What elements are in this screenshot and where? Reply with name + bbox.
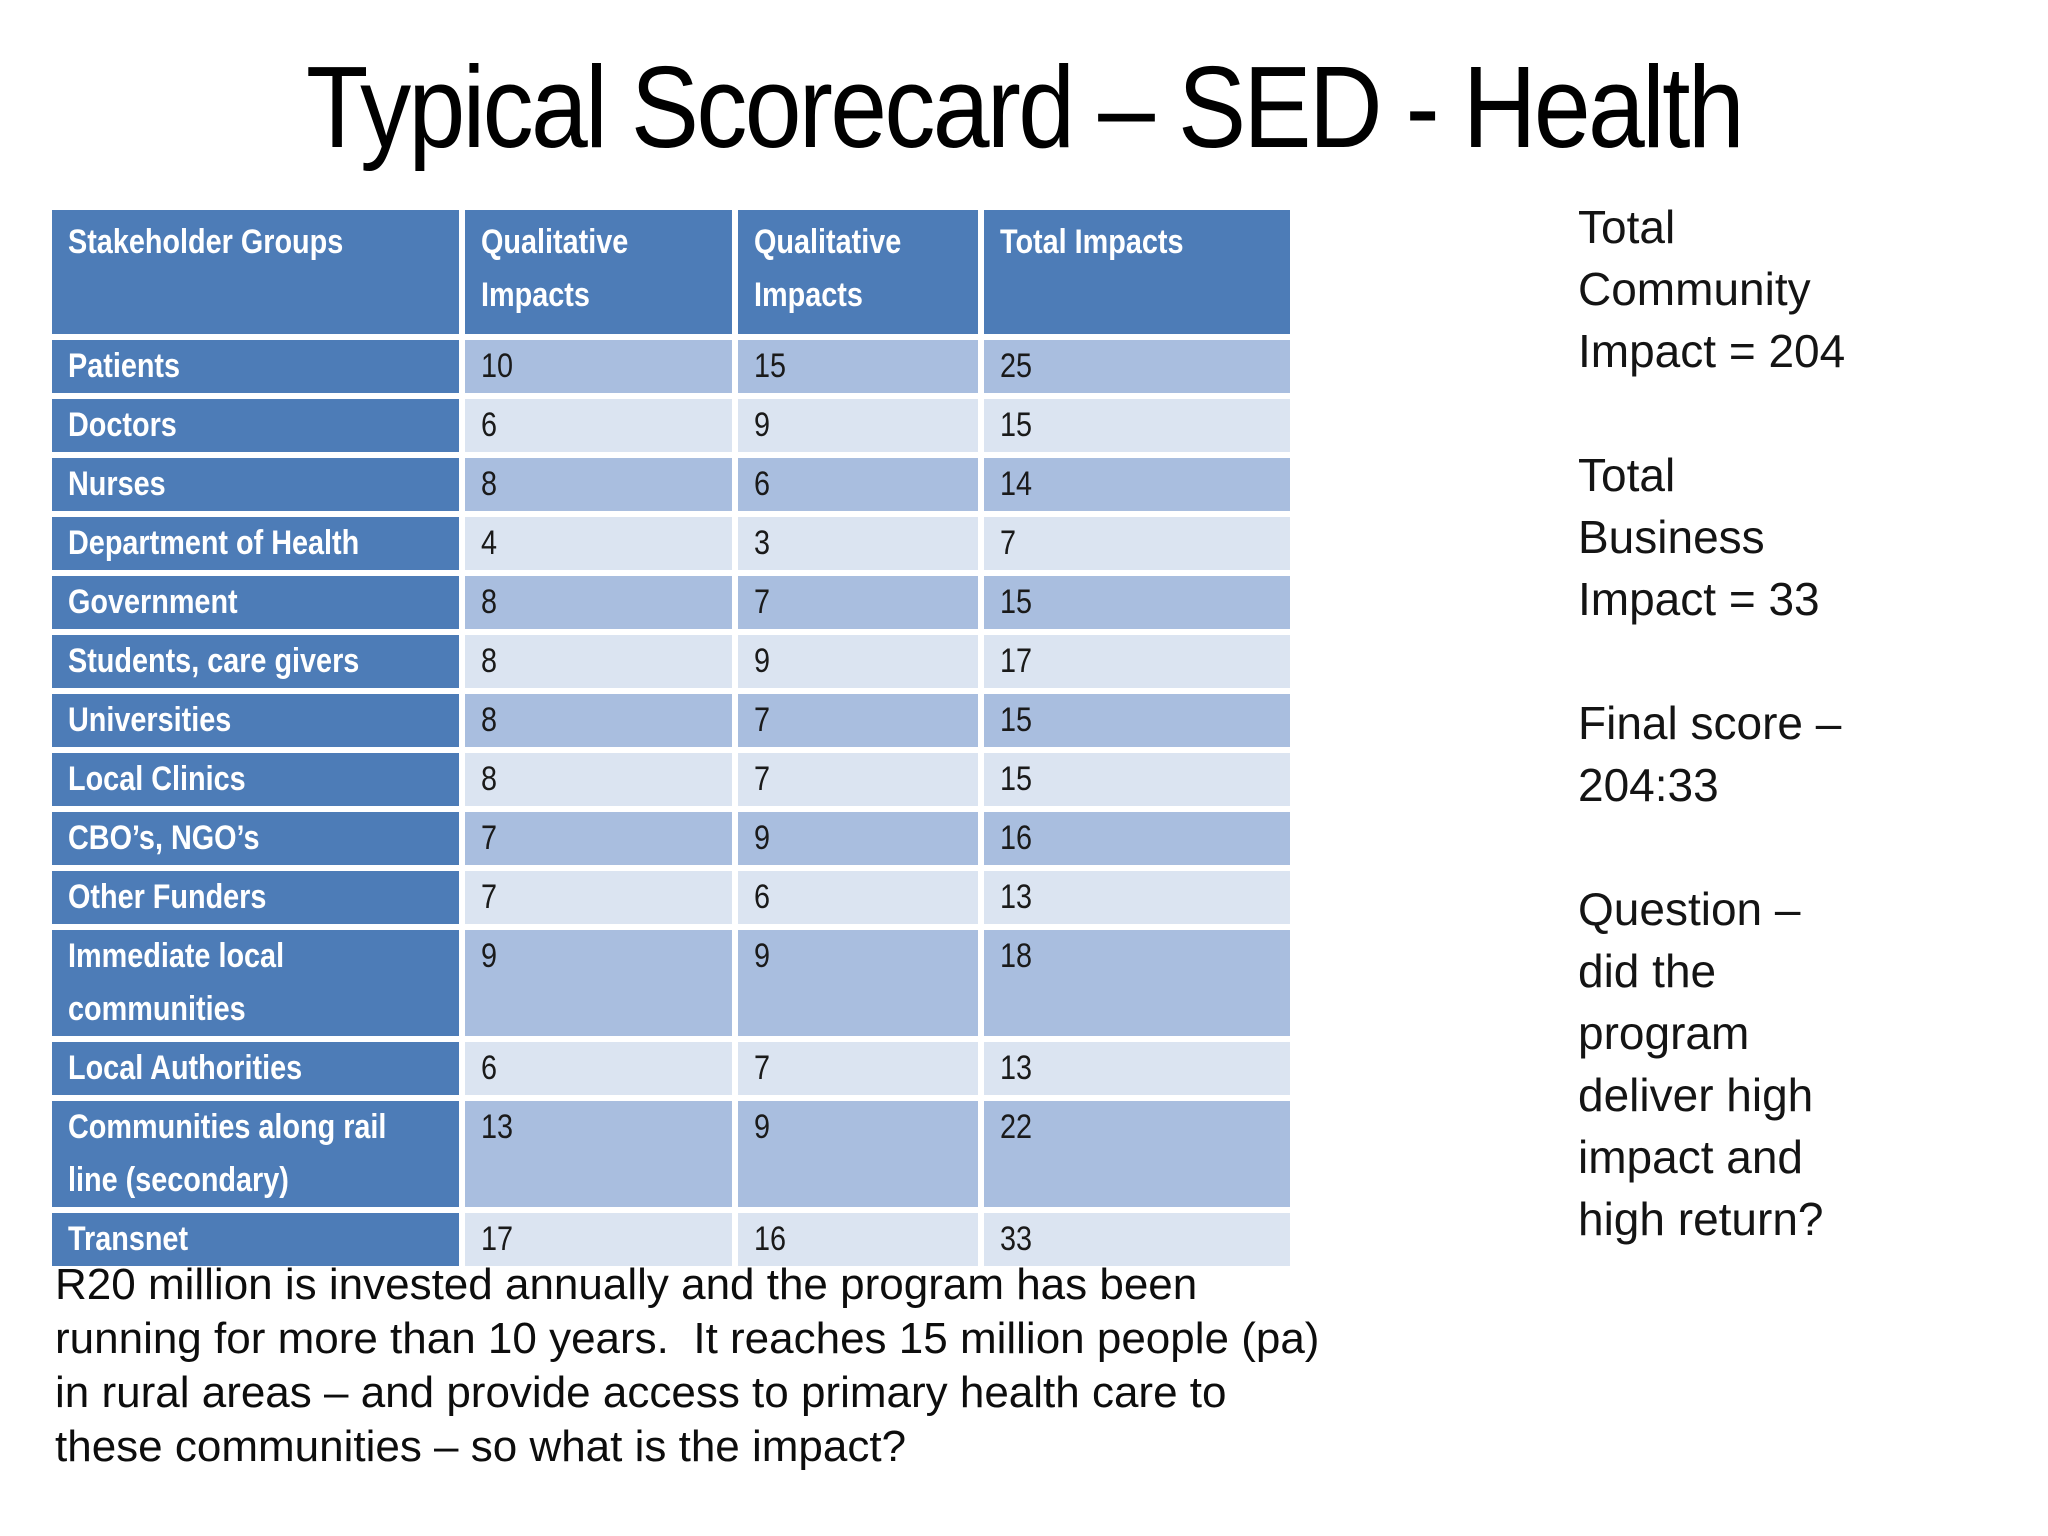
header-cell-qualitative-impacts-1: Qualitative Impacts xyxy=(465,210,732,334)
page-title: Typical Scorecard – SED - Health xyxy=(305,42,1745,172)
row-label: Other Funders xyxy=(52,871,459,924)
impact-value-cell: 7 xyxy=(738,576,978,629)
scorecard-table: Stakeholder Groups Qualitative Impacts Q… xyxy=(52,210,1290,1266)
note-total-business-impact: Total Business Impact = 33 xyxy=(1578,449,1820,625)
impact-value-cell: 6 xyxy=(465,399,732,452)
impact-value-cell: 3 xyxy=(738,517,978,570)
impact-value-cell: 7 xyxy=(738,753,978,806)
impact-value-cell: 25 xyxy=(984,340,1290,393)
header-cell-total-impacts: Total Impacts xyxy=(984,210,1290,334)
footer-paragraph: R20 million is invested annually and the… xyxy=(55,1260,1320,1471)
side-notes: Total Community Impact = 204 Total Busin… xyxy=(1578,196,1860,1312)
row-label: Local Clinics xyxy=(52,753,459,806)
row-label: Communities along rail line (secondary) xyxy=(52,1101,459,1207)
impact-value-cell: 9 xyxy=(738,399,978,452)
impact-value-cell: 9 xyxy=(738,930,978,1036)
impact-value-cell: 6 xyxy=(738,871,978,924)
note-total-community-impact: Total Community Impact = 204 xyxy=(1578,201,1846,377)
impact-value-cell: 9 xyxy=(738,1101,978,1207)
note-final-score: Final score – 204:33 xyxy=(1578,697,1842,811)
impact-value-cell: 7 xyxy=(738,694,978,747)
impact-value-cell: 10 xyxy=(465,340,732,393)
impact-value-cell: 8 xyxy=(465,458,732,511)
note-question: Question – did the program deliver high … xyxy=(1578,883,1824,1245)
impact-value-cell: 13 xyxy=(465,1101,732,1207)
impact-value-cell: 7 xyxy=(465,812,732,865)
impact-value-cell: 15 xyxy=(984,753,1290,806)
impact-value-cell: 7 xyxy=(738,1042,978,1095)
impact-value-cell: 8 xyxy=(465,576,732,629)
impact-value-cell: 9 xyxy=(738,812,978,865)
impact-value-cell: 7 xyxy=(465,871,732,924)
impact-value-cell: 33 xyxy=(984,1213,1290,1266)
row-label: Nurses xyxy=(52,458,459,511)
impact-value-cell: 17 xyxy=(465,1213,732,1266)
impact-value-cell: 15 xyxy=(984,694,1290,747)
row-label: Doctors xyxy=(52,399,459,452)
header-cell-stakeholder-groups: Stakeholder Groups xyxy=(52,210,459,334)
impact-value-cell: 16 xyxy=(984,812,1290,865)
row-label: Local Authorities xyxy=(52,1042,459,1095)
impact-value-cell: 13 xyxy=(984,1042,1290,1095)
header-cell-qualitative-impacts-2: Qualitative Impacts xyxy=(738,210,978,334)
impact-value-cell: 13 xyxy=(984,871,1290,924)
impact-value-cell: 14 xyxy=(984,458,1290,511)
row-label: Immediate local communities xyxy=(52,930,459,1036)
impact-value-cell: 4 xyxy=(465,517,732,570)
impact-value-cell: 6 xyxy=(465,1042,732,1095)
impact-value-cell: 22 xyxy=(984,1101,1290,1207)
row-label: Students, care givers xyxy=(52,635,459,688)
row-label: Transnet xyxy=(52,1213,459,1266)
row-label: Patients xyxy=(52,340,459,393)
impact-value-cell: 7 xyxy=(984,517,1290,570)
impact-value-cell: 9 xyxy=(738,635,978,688)
impact-value-cell: 8 xyxy=(465,753,732,806)
impact-value-cell: 18 xyxy=(984,930,1290,1036)
impact-value-cell: 6 xyxy=(738,458,978,511)
row-label: CBO’s, NGO’s xyxy=(52,812,459,865)
impact-value-cell: 15 xyxy=(984,576,1290,629)
impact-value-cell: 8 xyxy=(465,694,732,747)
impact-value-cell: 8 xyxy=(465,635,732,688)
impact-value-cell: 16 xyxy=(738,1213,978,1266)
impact-value-cell: 15 xyxy=(738,340,978,393)
row-label: Universities xyxy=(52,694,459,747)
impact-value-cell: 15 xyxy=(984,399,1290,452)
impact-value-cell: 9 xyxy=(465,930,732,1036)
row-label: Department of Health xyxy=(52,517,459,570)
impact-value-cell: 17 xyxy=(984,635,1290,688)
row-label: Government xyxy=(52,576,459,629)
